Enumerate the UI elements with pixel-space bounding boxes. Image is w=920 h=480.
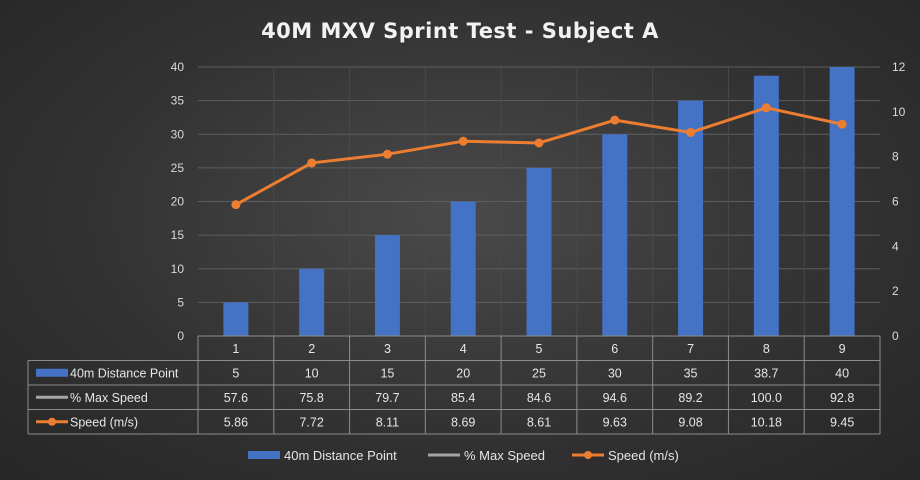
bar [678, 100, 704, 336]
table-category-cell: 3 [384, 342, 391, 356]
y-right-tick-label: 2 [892, 284, 899, 298]
table-value-cell: 7.72 [299, 415, 323, 429]
bar-series [223, 67, 855, 337]
table-category-cell: 2 [308, 342, 315, 356]
y-left-tick-label: 35 [171, 94, 185, 108]
table-category-cell: 9 [839, 342, 846, 356]
speed-point [837, 119, 847, 129]
legend-bar-swatch [248, 451, 280, 459]
table-value-cell: 25 [532, 366, 546, 380]
speed-point [382, 149, 392, 159]
legend: 40m Distance Point % Max Speed Speed (m/s) [248, 448, 679, 463]
table-category-cell: 6 [611, 342, 618, 356]
y-left-tick-label: 20 [171, 195, 185, 209]
y-right-tick-label: 0 [892, 329, 899, 343]
speed-point [307, 158, 317, 168]
speed-point [231, 200, 241, 210]
table-value-cell: 89.2 [678, 391, 702, 405]
y-left-tick-label: 40 [171, 60, 185, 74]
table-category-cell: 5 [536, 342, 543, 356]
table-category-cell: 8 [763, 342, 770, 356]
table-value-cell: 9.08 [678, 415, 702, 429]
bar [450, 201, 476, 336]
table-value-cell: 8.61 [527, 415, 551, 429]
legend-label: 40m Distance Point [284, 448, 397, 463]
data-table: 1 2 3 4 5 6 7 8 9 40m Distance Point 5 10 15 20 25 30 35… [27, 335, 881, 435]
table-value-cell: 94.6 [603, 391, 627, 405]
legend-label: Speed (m/s) [608, 448, 679, 463]
speed-point [534, 138, 544, 148]
table-row-label: 40m Distance Point [70, 366, 179, 380]
bar [374, 235, 400, 336]
y-left-tick-label: 0 [177, 329, 184, 343]
table-value-cell: 20 [456, 366, 470, 380]
table-value-cell: 10.18 [751, 415, 782, 429]
table-value-cell: 9.63 [603, 415, 627, 429]
bar [829, 67, 855, 336]
bar [526, 167, 552, 336]
bar [753, 75, 779, 337]
table-value-cell: 35 [684, 366, 698, 380]
table-value-cell: 79.7 [375, 391, 399, 405]
table-value-cell: 9.45 [830, 415, 854, 429]
table-value-cell: 15 [380, 366, 394, 380]
y-right-tick-label: 6 [892, 195, 899, 209]
table-value-cell: 8.69 [451, 415, 475, 429]
table-value-cell: 8.11 [376, 415, 399, 429]
y-left-tick-label: 10 [171, 262, 185, 276]
legend-marker [48, 417, 56, 426]
table-value-cell: 5.86 [224, 415, 248, 429]
table-value-cell: 10 [305, 366, 319, 380]
table-value-cell: 100.0 [751, 391, 782, 405]
table-category-cell: 7 [687, 342, 694, 356]
speed-point [761, 103, 771, 113]
table-category-cell: 4 [460, 342, 467, 356]
y-right-tick-label: 4 [892, 239, 899, 253]
table-value-cell: 30 [608, 366, 622, 380]
speed-point [610, 115, 620, 125]
legend-label: % Max Speed [464, 448, 545, 463]
line-series [231, 103, 847, 210]
table-value-cell: 85.4 [451, 391, 475, 405]
y-left-tick-label: 5 [177, 295, 184, 309]
legend-bar-swatch [36, 368, 68, 377]
table-value-cell: 92.8 [830, 391, 854, 405]
table-row-label: % Max Speed [70, 391, 148, 405]
y-right-tick-label: 12 [892, 60, 906, 74]
table-value-cell: 40 [835, 366, 849, 380]
table-category-cell: 1 [232, 342, 239, 356]
legend-marker [584, 451, 592, 459]
table-value-cell: 84.6 [527, 391, 551, 405]
y-left-tick-label: 15 [171, 228, 185, 242]
speed-point [458, 136, 468, 146]
table-value-cell: 57.6 [224, 391, 248, 405]
bar [602, 134, 628, 336]
chart-title: 40M MXV Sprint Test - Subject A [261, 19, 659, 43]
speed-point [686, 127, 696, 137]
bar [299, 268, 325, 336]
y-left-tick-label: 25 [171, 161, 185, 175]
y-right-tick-label: 10 [892, 105, 906, 119]
table-row-label: Speed (m/s) [70, 415, 138, 429]
y-left-tick-label: 30 [171, 127, 185, 141]
y-right-tick-label: 8 [892, 150, 899, 164]
table-value-cell: 38.7 [754, 366, 778, 380]
bar [223, 302, 249, 336]
table-value-cell: 5 [232, 366, 239, 380]
axes: 0 5 10 15 20 25 30 35 40 0 2 4 6 8 10 12 [171, 60, 906, 343]
table-value-cell: 75.8 [299, 391, 323, 405]
